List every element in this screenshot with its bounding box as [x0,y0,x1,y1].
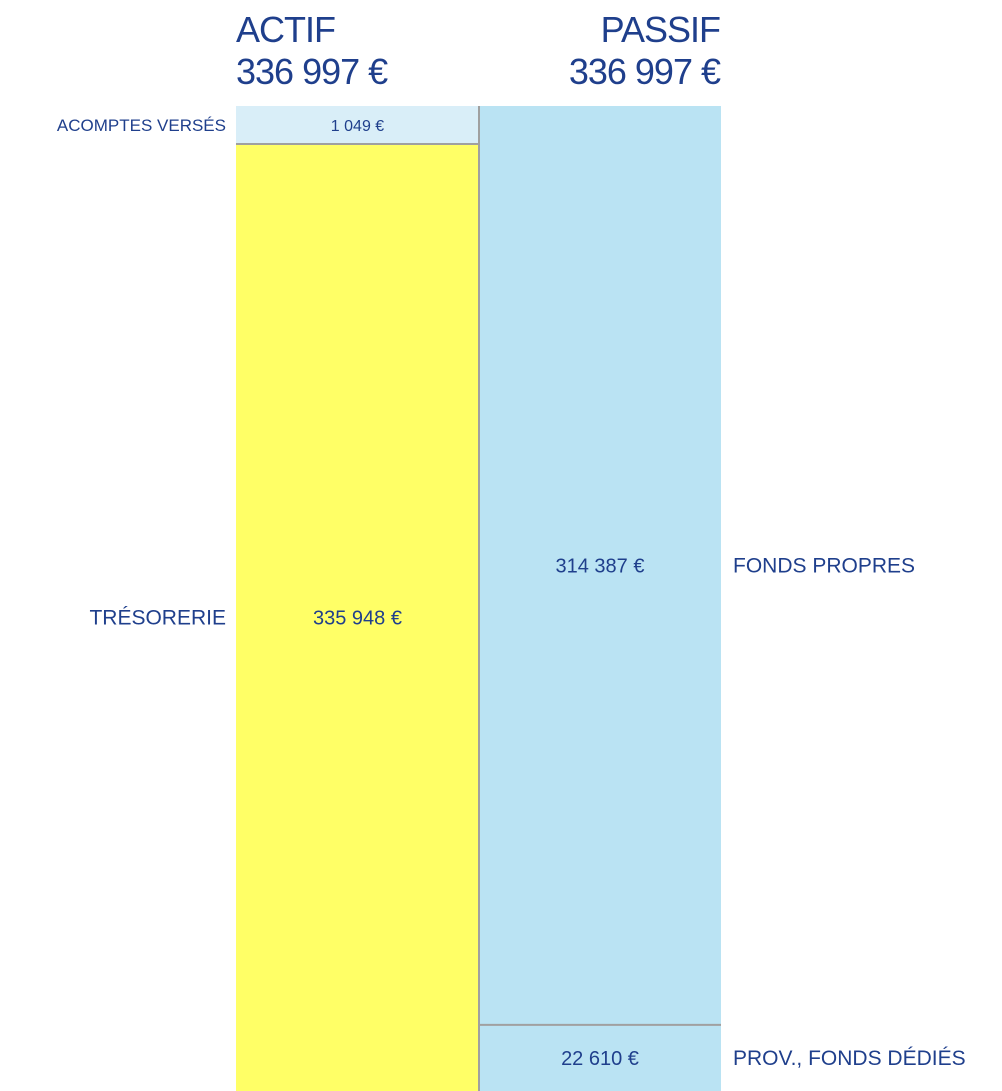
bar-fonds-propres [479,106,721,1025]
bar-prov-fonds-dedies [479,1024,721,1091]
actif-total: 336 997 € [236,51,388,92]
passif-total: 336 997 € [569,51,721,92]
value-prov-fonds-dedies: 22 610 € [561,1048,639,1070]
label-acomptes-verses: ACOMPTES VERSÉS [57,116,226,135]
bar-tresorerie [236,144,479,1091]
label-fonds-propres: FONDS PROPRES [733,554,915,577]
label-prov-fonds-dedies: PROV., FONDS DÉDIÉS [733,1047,966,1070]
value-tresorerie: 335 948 € [313,608,402,630]
label-tresorerie: TRÉSORERIE [89,607,226,630]
passif-title: PASSIF [601,9,720,50]
bar-acomptes-verses [236,106,479,144]
value-fonds-propres: 314 387 € [556,555,645,577]
value-acomptes-verses: 1 049 € [331,118,384,135]
actif-title: ACTIF [236,9,335,50]
